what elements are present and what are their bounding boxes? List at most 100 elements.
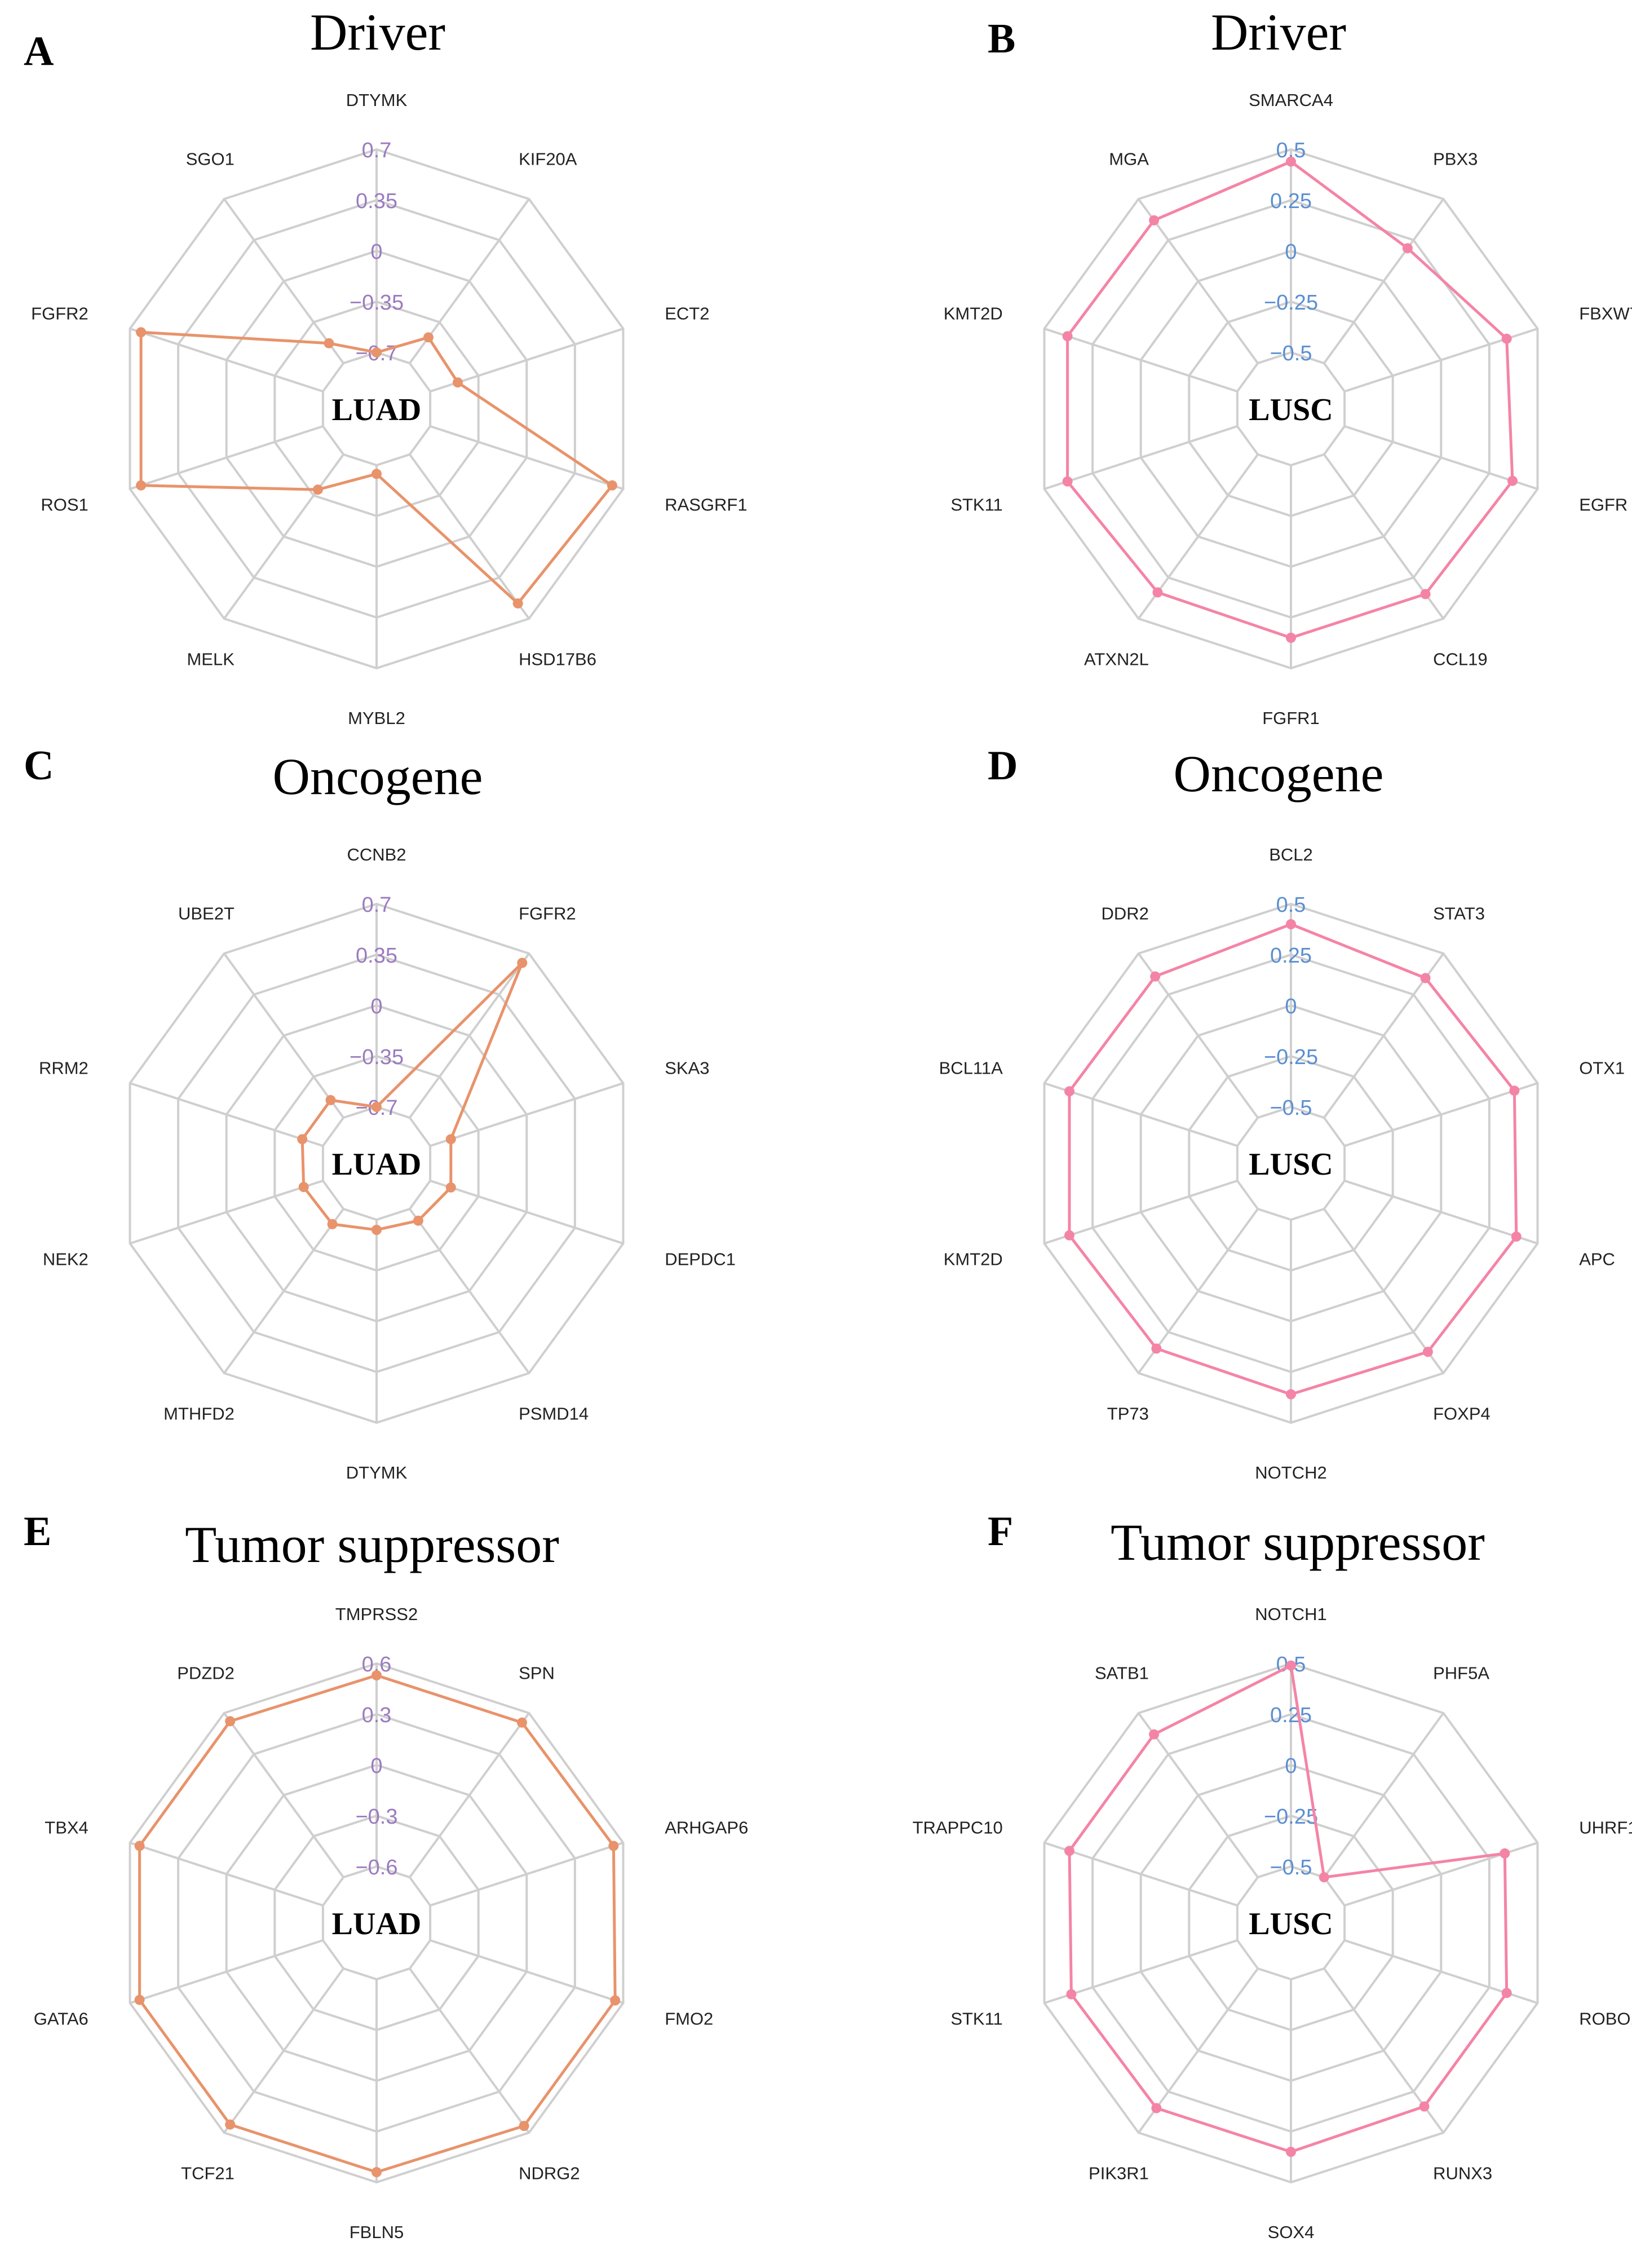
axis-label: TRAPPC10	[913, 1818, 1003, 1838]
axis-label: PBX3	[1433, 149, 1478, 169]
radial-tick-label: −0.25	[1264, 1805, 1318, 1829]
radar-panel-b: B Driver0.50.250−0.25−0.5LUSCSMARCA4PBX3F…	[944, 3, 1632, 728]
grid-spoke	[1043, 1939, 1238, 2005]
axis-label: STAT3	[1433, 904, 1485, 924]
data-point	[517, 957, 528, 968]
data-point	[1064, 1230, 1074, 1241]
axis-label: STK11	[950, 495, 1002, 514]
axis-label: NOTCH2	[1255, 1463, 1326, 1482]
grid-spoke	[430, 1179, 624, 1245]
grid-spoke	[1344, 1082, 1538, 1148]
chart-title: Oncogene	[1174, 745, 1384, 802]
axis-label: CCNB2	[347, 845, 406, 864]
center-label: LUSC	[1249, 1147, 1333, 1182]
radial-tick-label: 0.3	[362, 1704, 392, 1727]
grid-spoke	[1344, 425, 1538, 491]
grid-spoke	[1043, 327, 1238, 393]
axis-label: ROBO1	[1579, 2009, 1632, 2028]
data-point	[134, 1995, 145, 2005]
panel-letter: C	[24, 743, 54, 789]
data-point	[225, 1716, 236, 1727]
axis-label: MELK	[187, 649, 235, 669]
axis-label: RRM2	[39, 1058, 89, 1078]
axis-label: KIF20A	[519, 149, 577, 169]
data-point	[325, 1095, 336, 1105]
data-point	[225, 2119, 236, 2130]
grid-spoke	[1043, 1082, 1238, 1148]
grid-spoke	[223, 1208, 344, 1374]
grid-spoke	[409, 1208, 530, 1374]
panel-letter: A	[24, 28, 54, 74]
axis-label: FGFR2	[31, 304, 89, 324]
grid-spoke	[223, 453, 344, 620]
radial-tick-label: 0	[370, 240, 382, 264]
radial-tick-label: −0.25	[1264, 291, 1318, 315]
axis-label: RUNX3	[1433, 2163, 1492, 2183]
radial-tick-label: −0.3	[355, 1805, 397, 1829]
center-label: LUAD	[332, 392, 422, 427]
grid-spoke	[1043, 1179, 1238, 1245]
radial-tick-label: 0.35	[356, 189, 397, 213]
grid-spoke	[409, 1712, 530, 1878]
axis-label: FGFR2	[519, 904, 576, 924]
grid-spoke	[223, 952, 344, 1119]
radial-tick-label: 0.25	[1270, 944, 1312, 968]
data-point	[1062, 331, 1073, 342]
radar-panel-a: ADriver0.70.350−0.35−0.7LUADDTYMKKIF20AE…	[24, 3, 748, 728]
axis-label: FGFR1	[1262, 708, 1320, 728]
data-point	[1501, 1988, 1512, 1998]
panel-letter: E	[24, 1508, 51, 1555]
radial-tick-label: 0.25	[1270, 189, 1312, 213]
center-label: LUAD	[332, 1147, 422, 1182]
axis-label: OTX1	[1579, 1058, 1625, 1078]
chart-title: Oncogene	[273, 748, 483, 805]
data-point	[1422, 1347, 1433, 1357]
radial-tick-label: 0.25	[1270, 1704, 1312, 1727]
grid-spoke	[1043, 1841, 1238, 1907]
radial-tick-label: 0.5	[1276, 893, 1306, 917]
axis-label: APC	[1579, 1249, 1615, 1269]
axis-label: TBX4	[45, 1818, 89, 1838]
data-point	[607, 480, 617, 491]
data-point	[1509, 1086, 1520, 1096]
data-point	[1152, 587, 1163, 598]
axis-label: ECT2	[665, 304, 709, 324]
axis-label: MTHFD2	[163, 1404, 235, 1423]
radial-tick-label: −0.5	[1270, 1096, 1312, 1120]
grid-spoke	[1323, 198, 1445, 364]
data-point	[1062, 476, 1073, 487]
data-point	[1286, 156, 1296, 167]
grid-spoke	[1137, 1712, 1259, 1878]
axis-label: UHRF1	[1579, 1818, 1632, 1838]
grid-spoke	[129, 425, 324, 491]
data-point	[1151, 1343, 1162, 1354]
grid-spoke	[430, 425, 624, 491]
chart-title: Tumor suppressor	[185, 1516, 559, 1573]
data-point	[1286, 2147, 1296, 2157]
grid-spoke	[223, 1712, 344, 1878]
axis-label: FBLN5	[350, 2222, 404, 2242]
data-point	[371, 1102, 382, 1112]
center-label: LUAD	[332, 1907, 422, 1942]
axis-label: NOTCH1	[1255, 1604, 1326, 1624]
data-point	[1507, 475, 1518, 486]
axis-label: SMARCA4	[1249, 90, 1333, 110]
axis-label: TMPRSS2	[335, 1604, 418, 1624]
data-point	[371, 2167, 382, 2177]
axis-label: BCL2	[1269, 845, 1313, 864]
radar-panel-e: E Tumor suppressor0.60.30−0.3−0.6LUADTMPR…	[24, 1508, 748, 2242]
axis-label: MYBL2	[348, 708, 405, 728]
data-point	[1420, 973, 1431, 983]
radial-tick-label: −0.25	[1264, 1045, 1318, 1069]
chart-title: Driver	[1211, 3, 1346, 61]
radial-tick-label: 0	[370, 1754, 382, 1778]
grid-spoke	[223, 1967, 344, 2134]
series-line	[300, 961, 524, 1232]
grid-spoke	[409, 453, 530, 620]
data-point	[519, 2121, 529, 2131]
axis-label: DEPDC1	[665, 1249, 736, 1269]
data-point	[1319, 1872, 1329, 1883]
data-point	[608, 1841, 619, 1851]
axis-label: SOX4	[1268, 2222, 1315, 2242]
